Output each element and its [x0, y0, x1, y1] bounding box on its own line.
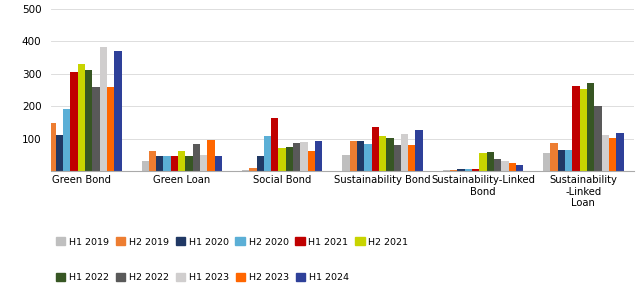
Bar [379, 136, 386, 171]
Bar [77, 64, 85, 171]
Bar [249, 168, 257, 171]
Bar [56, 135, 63, 171]
Bar [115, 51, 122, 171]
Bar [107, 87, 115, 171]
Bar [580, 89, 587, 171]
Bar [286, 147, 293, 171]
Bar [408, 145, 415, 171]
Bar [364, 144, 372, 171]
Bar [595, 106, 602, 171]
Bar [193, 144, 200, 171]
Bar [100, 47, 107, 171]
Bar [214, 157, 222, 171]
Bar [572, 86, 580, 171]
Bar [494, 159, 501, 171]
Bar [264, 136, 271, 171]
Bar [458, 169, 465, 171]
Bar [342, 155, 349, 171]
Bar [141, 161, 149, 171]
Bar [501, 161, 509, 171]
Bar [372, 127, 379, 171]
Bar [186, 155, 193, 171]
Bar [300, 142, 308, 171]
Bar [357, 141, 364, 171]
Bar [207, 140, 214, 171]
Bar [92, 87, 100, 171]
Bar [278, 148, 286, 171]
Bar [509, 163, 516, 171]
Bar [465, 168, 472, 171]
Bar [178, 151, 186, 171]
Bar [516, 165, 524, 171]
Bar [602, 135, 609, 171]
Bar [49, 123, 56, 171]
Bar [308, 151, 315, 171]
Bar [386, 138, 394, 171]
Bar [163, 157, 171, 171]
Bar [41, 131, 49, 171]
Bar [479, 153, 486, 171]
Bar [394, 145, 401, 171]
Bar [242, 170, 249, 171]
Bar [271, 118, 278, 171]
Bar [616, 133, 623, 171]
Bar [558, 150, 565, 171]
Bar [543, 153, 550, 171]
Bar [257, 157, 264, 171]
Bar [609, 138, 616, 171]
Legend: H1 2022, H2 2022, H1 2023, H2 2023, H1 2024: H1 2022, H2 2022, H1 2023, H2 2023, H1 2… [56, 273, 349, 282]
Bar [70, 72, 77, 171]
Bar [293, 142, 300, 171]
Bar [550, 142, 558, 171]
Bar [85, 70, 92, 171]
Bar [415, 130, 423, 171]
Bar [565, 150, 572, 171]
Bar [63, 109, 70, 171]
Bar [200, 155, 207, 171]
Bar [349, 141, 357, 171]
Bar [171, 157, 178, 171]
Bar [587, 83, 595, 171]
Bar [156, 157, 163, 171]
Bar [450, 170, 458, 171]
Bar [149, 151, 156, 171]
Bar [472, 168, 479, 171]
Bar [486, 152, 494, 171]
Bar [401, 134, 408, 171]
Bar [315, 141, 323, 171]
